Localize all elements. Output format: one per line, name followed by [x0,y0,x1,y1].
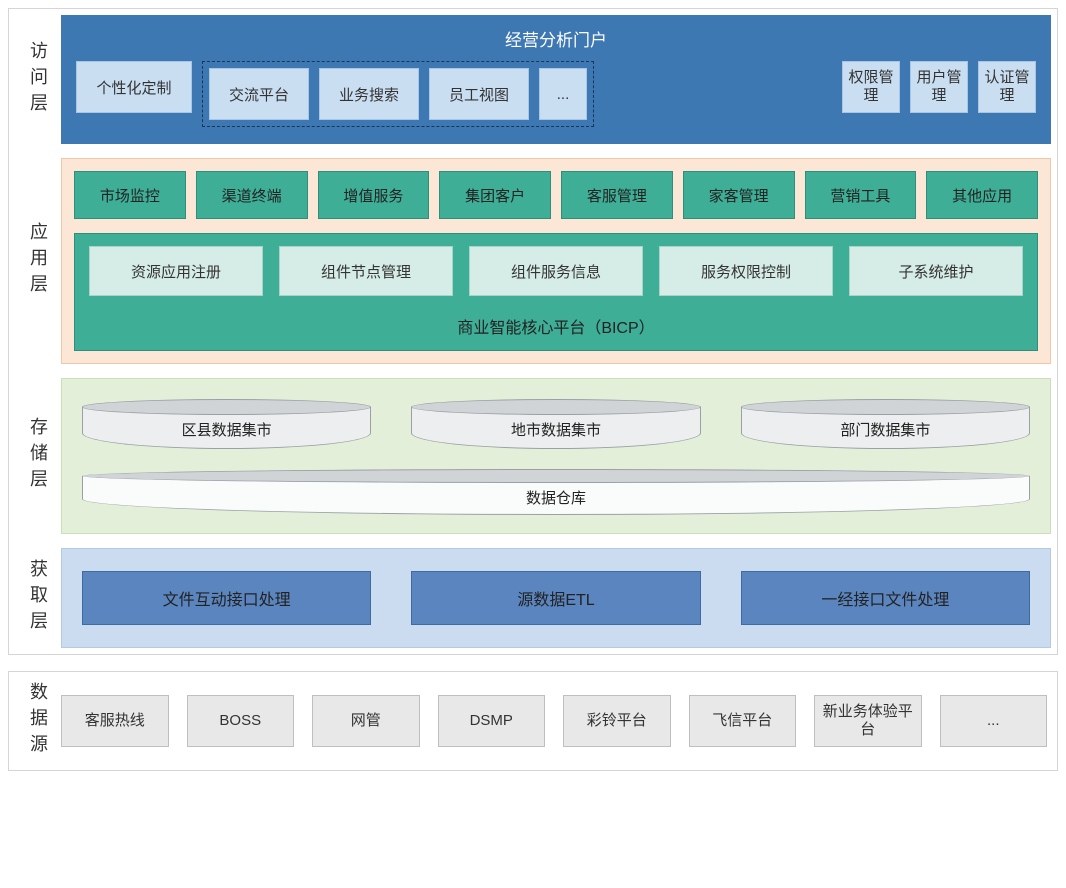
bicp-block: 资源应用注册 组件节点管理 组件服务信息 服务权限控制 子系统维护 商业智能核心… [74,233,1038,351]
access-dashed-group: 交流平台 业务搜索 员工视图 ... [202,61,594,127]
app-layer-body: 市场监控 渠道终端 增值服务 集团客户 客服管理 家客管理 营销工具 其他应用 … [61,158,1051,364]
source-box: 网管 [312,695,420,747]
app-box: 渠道终端 [196,171,308,219]
app-box: 营销工具 [805,171,917,219]
access-box: 用户管理 [910,61,968,113]
source-box: BOSS [187,695,295,747]
access-box: 交流平台 [209,68,309,120]
access-box: 业务搜索 [319,68,419,120]
acquire-box: 文件互动接口处理 [82,571,371,625]
cylinder-top-icon [82,399,371,415]
acquire-row: 文件互动接口处理 源数据ETL 一经接口文件处理 [82,571,1030,625]
source-box: DSMP [438,695,546,747]
source-box-more: ... [940,695,1048,747]
data-warehouse-cylinder: 数据仓库 [82,469,1030,515]
app-box: 集团客户 [439,171,551,219]
access-layer-body: 经营分析门户 个性化定制 交流平台 业务搜索 员工视图 ... 权限管理 用户管… [61,15,1051,144]
bicp-box: 组件节点管理 [279,246,453,296]
cylinder-top-icon [82,469,1030,483]
storage-layer-body: 区县数据集市 地市数据集市 部门数据集市 数据仓库 [61,378,1051,534]
app-box: 家客管理 [683,171,795,219]
source-box: 新业务体验平台 [814,695,922,747]
acquire-layer-body: 文件互动接口处理 源数据ETL 一经接口文件处理 [61,548,1051,648]
app-box: 其他应用 [926,171,1038,219]
bicp-box: 子系统维护 [849,246,1023,296]
data-source-label: 数据源 [15,682,61,760]
app-box: 市场监控 [74,171,186,219]
acquire-layer-label: 获取层 [15,548,61,648]
access-layer-items: 个性化定制 交流平台 业务搜索 员工视图 ... 权限管理 用户管理 认证管理 [76,61,1036,127]
access-layer-title: 经营分析门户 [76,26,1036,51]
access-box: 认证管理 [978,61,1036,113]
bicp-box: 服务权限控制 [659,246,833,296]
access-layer-row: 访问层 经营分析门户 个性化定制 交流平台 业务搜索 员工视图 ... 权限管理… [15,15,1051,144]
app-top-row: 市场监控 渠道终端 增值服务 集团客户 客服管理 家客管理 营销工具 其他应用 [74,171,1038,219]
access-box: 员工视图 [429,68,529,120]
acquire-layer-row: 获取层 文件互动接口处理 源数据ETL 一经接口文件处理 [15,548,1051,648]
app-layer-row: 应用层 市场监控 渠道终端 增值服务 集团客户 客服管理 家客管理 营销工具 其… [15,158,1051,364]
app-box: 客服管理 [561,171,673,219]
access-box-personalization: 个性化定制 [76,61,192,113]
access-right-group: 权限管理 用户管理 认证管理 [842,61,1036,127]
data-mart-cylinder: 地市数据集市 [411,399,700,449]
data-marts-row: 区县数据集市 地市数据集市 部门数据集市 [82,399,1030,449]
source-box: 飞信平台 [689,695,797,747]
data-source-row: 数据源 客服热线 BOSS 网管 DSMP 彩铃平台 飞信平台 新业务体验平台 … [8,671,1058,771]
storage-layer-row: 存储层 区县数据集市 地市数据集市 部门数据集市 数据仓库 [15,378,1051,534]
acquire-box: 源数据ETL [411,571,700,625]
access-box-more: ... [539,68,587,120]
bicp-title: 商业智能核心平台（BICP） [89,310,1023,340]
cylinder-top-icon [411,399,700,415]
cylinder-top-icon [741,399,1030,415]
bicp-box: 组件服务信息 [469,246,643,296]
bicp-box: 资源应用注册 [89,246,263,296]
access-layer-label: 访问层 [15,15,61,144]
app-box: 增值服务 [318,171,430,219]
architecture-frame: 访问层 经营分析门户 个性化定制 交流平台 业务搜索 员工视图 ... 权限管理… [8,8,1058,655]
access-box: 权限管理 [842,61,900,113]
source-box: 客服热线 [61,695,169,747]
source-box: 彩铃平台 [563,695,671,747]
data-source-list: 客服热线 BOSS 网管 DSMP 彩铃平台 飞信平台 新业务体验平台 ... [61,695,1051,747]
bicp-row: 资源应用注册 组件节点管理 组件服务信息 服务权限控制 子系统维护 [89,246,1023,296]
data-mart-cylinder: 区县数据集市 [82,399,371,449]
storage-layer-label: 存储层 [15,378,61,534]
acquire-box: 一经接口文件处理 [741,571,1030,625]
data-mart-cylinder: 部门数据集市 [741,399,1030,449]
app-layer-label: 应用层 [15,158,61,364]
